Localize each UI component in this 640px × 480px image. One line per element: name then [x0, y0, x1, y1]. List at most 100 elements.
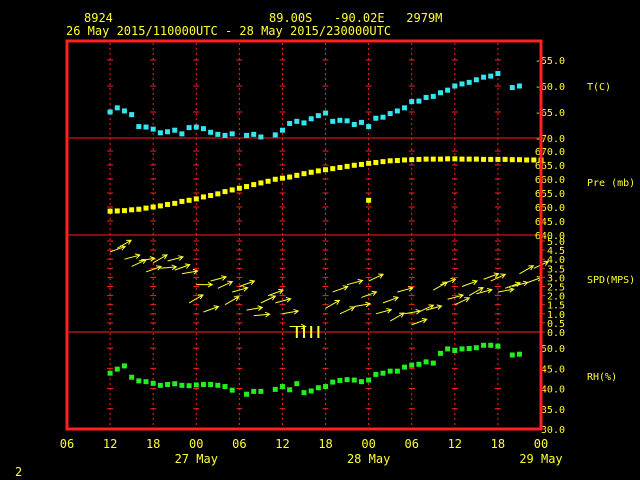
- x-tick-label: 12: [275, 437, 289, 451]
- pressure-point: [208, 193, 214, 199]
- rh-point: [330, 379, 336, 385]
- x-tick-label: 00: [361, 437, 375, 451]
- wind-arrow: [418, 304, 435, 313]
- temperature-point: [337, 117, 343, 123]
- temperature-point: [323, 110, 329, 116]
- rh-point: [373, 371, 379, 377]
- wind-arrow: [117, 239, 133, 249]
- wind-arrow: [368, 273, 385, 282]
- rh-point: [200, 382, 206, 388]
- rh-point: [308, 388, 314, 394]
- panel-label-wind: SPD(MPS): [587, 275, 635, 286]
- pressure-point: [251, 182, 257, 188]
- temperature-point: [452, 83, 458, 89]
- y-tick-label: 4.0: [547, 255, 565, 266]
- temperature-point: [107, 109, 113, 115]
- pressure-point: [136, 206, 142, 212]
- temperature-point: [473, 77, 479, 83]
- temperature-point: [150, 126, 156, 132]
- wind-arrow: [447, 293, 465, 300]
- temperature-point: [459, 81, 465, 87]
- wind-arrow: [217, 280, 234, 289]
- temperature-point: [272, 132, 278, 138]
- y-tick-label: 0.0: [547, 328, 565, 339]
- pressure-point: [222, 189, 228, 195]
- rh-point: [402, 364, 408, 370]
- plot-frame: [65, 39, 543, 431]
- temperature-point: [423, 94, 429, 100]
- rh-point: [215, 382, 221, 388]
- wind-arrow: [497, 287, 515, 293]
- wind-arrow: [425, 304, 443, 311]
- rh-point: [358, 379, 364, 385]
- pressure-point: [215, 191, 221, 197]
- rh-point: [165, 382, 171, 388]
- y-tick-label: 40.0: [541, 385, 565, 396]
- pressure-point: [516, 157, 522, 163]
- wind-arrow: [152, 254, 168, 264]
- wind-arrow: [188, 294, 204, 304]
- pressure-point: [143, 205, 149, 211]
- pressure-point: [344, 163, 350, 169]
- temperature-point: [308, 116, 314, 122]
- temperature-point: [287, 120, 293, 126]
- temperature-point: [114, 105, 120, 111]
- wind-arrow: [512, 280, 529, 287]
- pressure-point: [481, 156, 487, 162]
- x-tick-label: 18: [146, 437, 160, 451]
- y-tick-label: 1.5: [547, 301, 565, 312]
- rh-point: [143, 379, 149, 385]
- temperature-point: [165, 129, 171, 135]
- temperature-point: [301, 120, 307, 126]
- temperature-point: [466, 79, 472, 85]
- wind-arrow: [174, 263, 191, 271]
- axes-layer: -55.0 -60.0 -65.0 -70.0 T(C) 640.0 645.0 650.0 6…: [60, 56, 635, 466]
- temperature-point: [481, 74, 487, 80]
- page-number: 2: [15, 465, 23, 479]
- temperature-point: [121, 108, 127, 114]
- x-day-label: 28 May: [347, 452, 390, 466]
- y-tick-label: 1.0: [547, 310, 565, 321]
- pressure-point: [473, 156, 479, 162]
- pressure-point: [452, 156, 458, 162]
- wind-arrow: [454, 297, 471, 306]
- y-tick-label: -65.0: [535, 108, 565, 119]
- y-tick-label: 3.5: [547, 264, 565, 275]
- temperature-point: [344, 118, 350, 124]
- y-tick-label: -60.0: [535, 82, 565, 93]
- rh-point: [416, 361, 422, 367]
- pressure-point: [287, 174, 293, 180]
- wind-arrow: [267, 288, 285, 297]
- temperature-point: [143, 124, 149, 130]
- temperature-point: [251, 131, 257, 137]
- rh-point: [258, 388, 264, 394]
- y-tick-label: 50.0: [541, 344, 565, 355]
- temperature-point: [402, 105, 408, 111]
- rh-point: [294, 381, 300, 387]
- pressure-point: [358, 161, 364, 167]
- rh-point: [301, 390, 307, 396]
- temperature-point: [366, 124, 372, 130]
- x-tick-label: 12: [103, 437, 117, 451]
- station-id: 8924: [84, 11, 113, 25]
- pressure-point: [330, 166, 336, 172]
- temperature-point: [244, 132, 250, 138]
- temperature-point: [495, 71, 501, 77]
- rh-point: [150, 380, 156, 386]
- pressure-point: [186, 197, 192, 203]
- wind-arrow: [397, 286, 414, 293]
- wind-arrow: [260, 295, 277, 304]
- pressure-point: [488, 156, 494, 162]
- wind-arrow: [167, 255, 185, 262]
- temperature-point: [258, 134, 264, 140]
- pressure-point: [380, 159, 386, 165]
- rh-point: [488, 342, 494, 348]
- wind-arrow: [476, 287, 493, 295]
- wind-arrow: [181, 268, 199, 275]
- pressure-point: [430, 156, 436, 162]
- x-tick-label: 06: [232, 437, 246, 451]
- temperature-point: [179, 131, 185, 137]
- wind-arrow: [109, 245, 127, 253]
- wind-arrow: [203, 305, 220, 313]
- rh-point: [380, 370, 386, 376]
